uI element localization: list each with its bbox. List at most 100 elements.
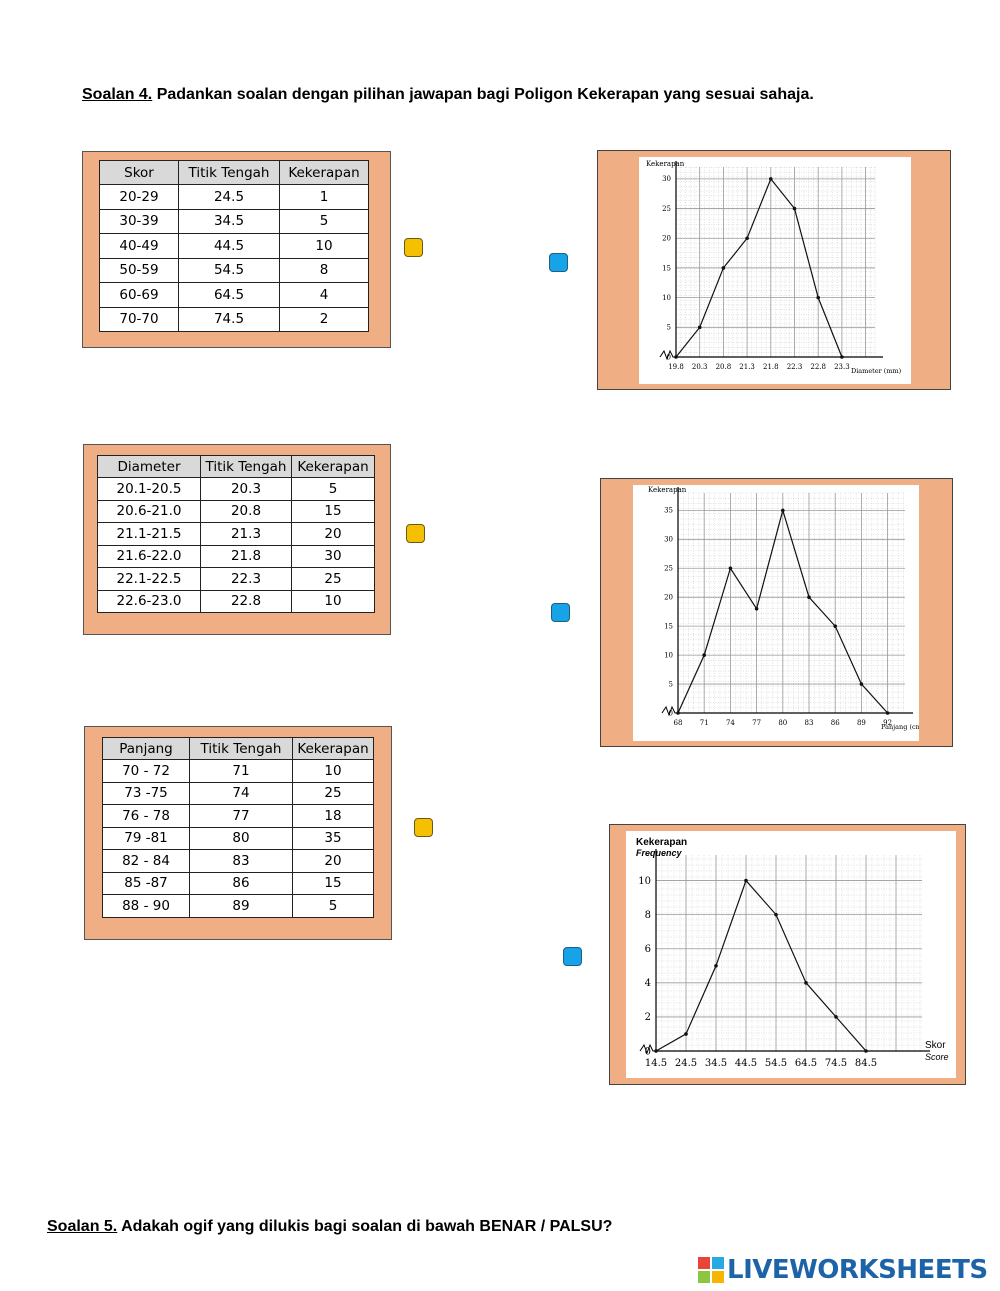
table-cell: 25 [291,567,375,591]
data-point [834,1015,838,1019]
question-5-label: Soalan 5. [47,1218,118,1235]
match-source-marker-2[interactable] [406,524,425,543]
x-tick-label: 20.8 [716,363,732,371]
table-cell: 80 [189,826,293,850]
chart-grid [655,855,922,1052]
table-row: 30-39 34.5 5 [99,208,369,234]
table-cell: 79 -81 [102,826,190,850]
table-cell: 22.3 [200,567,292,591]
x-tick-label: 54.5 [765,1058,787,1069]
table-row: 82 - 84 83 20 [102,849,374,873]
data-point [769,177,773,181]
graph-panel-2: 68 71 74 77 80 83 86 89 92 0 5 10 15 20 25 30 35 Kekerapa… [600,478,953,747]
data-point [728,566,733,571]
question-5-text: Adakah ogif yang dilukis bagi soalan di … [117,1218,613,1235]
x-tick-label: 21.3 [739,363,755,371]
y-tick-label: 0 [669,709,673,717]
x-axis-label: Diameter (mm) [851,367,902,375]
table-row: 20.6-21.0 20.8 15 [97,499,375,523]
table-cell: 5 [279,208,369,234]
x-tick-label: 89 [857,719,866,727]
y-tick-label: 30 [662,175,671,183]
data-point [885,711,890,715]
x-tick-label: 68 [674,719,683,727]
match-source-marker-3[interactable] [414,818,433,837]
table-cell: 88 - 90 [102,894,190,918]
match-source-marker-1[interactable] [404,238,423,257]
data-point [674,355,678,359]
data-point [807,595,811,600]
data-point [804,981,808,985]
table-cell: 5 [291,477,375,501]
table-cell: 30-39 [99,208,179,234]
table-cell: 20.3 [200,477,292,501]
table-cell: 34.5 [178,208,280,234]
logo-text: LIVEWORKSHEETS [727,1255,988,1285]
table-cell: 50-59 [99,257,179,283]
y-tick-label: 2 [645,1012,651,1023]
data-point [745,236,749,241]
table-cell: 86 [189,871,293,895]
table-cell: 30 [291,544,375,568]
y-tick-label: 25 [662,205,671,213]
y-tick-label: 5 [667,324,671,332]
table-cell: 82 - 84 [102,849,190,873]
table-cell: 40-49 [99,233,179,259]
table-row: 22.1-22.5 22.3 25 [97,567,375,591]
frequency-table-2: Diameter Titik Tengah Kekerapan 20.1-20.… [97,455,375,613]
table-cell: 74 [189,781,293,805]
table-cell: 76 - 78 [102,804,190,828]
x-axis-label: Panjang (cm) [881,723,919,731]
match-target-marker-3[interactable] [563,947,582,966]
question-5-title: Soalan 5. Adakah ogif yang dilukis bagi … [47,1218,612,1236]
data-point [654,1049,658,1053]
x-tick-label: 92 [883,719,892,727]
question-4-label: Soalan 4. [82,86,153,103]
x-tick-label: 22.8 [810,363,826,371]
table-cell: 20.1-20.5 [97,477,201,501]
data-point [792,206,797,211]
graph-panel-3: 14.5 24.5 34.5 44.5 54.5 64.5 74.5 84.5 0 2 4 6 8 10 K… [609,824,966,1085]
y-tick-label: 5 [669,680,673,688]
x-tick-label: 71 [700,719,709,727]
table-cell: 89 [189,894,293,918]
table-cell: 70-70 [99,306,179,332]
table-cell: 35 [292,826,374,850]
table-header: Kekerapan [291,455,375,478]
data-point [781,508,785,513]
table-cell: 21.6-22.0 [97,544,201,568]
y-tick-label: 0 [645,1046,651,1057]
data-point [816,295,820,300]
y-tick-label: 15 [664,622,673,630]
liveworksheets-logo: LIVEWORKSHEETS [698,1255,988,1285]
data-point [774,912,778,917]
table-cell: 24.5 [178,184,280,210]
table-header: Titik Tengah [189,737,293,760]
table-cell: 18 [292,804,374,828]
data-point [744,878,748,883]
chart-grid [677,492,905,714]
match-target-marker-2[interactable] [551,603,570,622]
data-point [754,606,759,611]
table-cell: 5 [292,894,374,918]
y-axis-label: Kekerapan [636,837,687,848]
y-tick-label: 4 [645,978,651,989]
x-tick-label: 23.3 [834,363,850,371]
table-cell: 22.1-22.5 [97,567,201,591]
axis-break-icon [639,1043,656,1055]
table-row: 73 -75 74 25 [102,781,374,805]
match-target-marker-1[interactable] [549,253,568,272]
y-axis-label: Kekerapan [646,160,685,168]
table-header: Diameter [97,455,201,478]
frequency-polygon-3: 14.5 24.5 34.5 44.5 54.5 64.5 74.5 84.5 0 2 4 6 8 10 K… [626,831,956,1078]
table-header: Skor [99,160,179,185]
x-tick-label: 19.8 [668,363,684,371]
x-axis-label: Skor [925,1040,946,1051]
frequency-table-1: Skor Titik Tengah Kekerapan 20-29 24.5 1 30… [99,160,369,332]
table-header: Titik Tengah [178,160,280,185]
x-tick-label: 21.8 [763,363,779,371]
table-header: Panjang [102,737,190,760]
data-point [864,1049,868,1053]
y-tick-label: 20 [664,594,673,602]
data-point [697,325,702,330]
